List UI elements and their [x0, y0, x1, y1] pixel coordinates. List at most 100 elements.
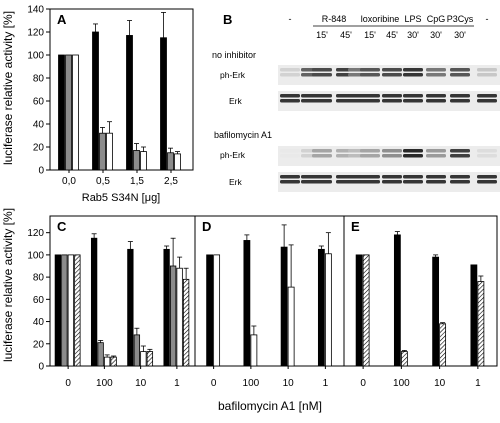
lane-group-label: R-848 — [322, 14, 347, 24]
band-ph-erk-1 — [312, 73, 332, 77]
band-ph-erk-1 — [450, 73, 470, 77]
panel-c-bars — [54, 233, 190, 367]
condition-bafilomycin: bafilomycin A1 — [214, 130, 272, 140]
panel-c-xtick-label: 10 — [135, 378, 147, 389]
band-erk-1 — [280, 94, 300, 98]
lane-time-label: 15' — [316, 30, 328, 40]
band-erk-1 — [426, 94, 446, 98]
panel-e-bars — [355, 231, 485, 367]
panel-a-bar — [99, 132, 106, 171]
panel-d-letter: D — [202, 219, 211, 234]
panel-d-bars — [206, 224, 332, 367]
panel-e-bar — [439, 323, 447, 367]
panel-e-bar — [477, 281, 485, 367]
band-ph-erk-1 — [477, 68, 497, 72]
band-ph-erk-1 — [477, 73, 497, 77]
band-erk-2 — [477, 175, 497, 179]
band-erk-2 — [450, 180, 470, 184]
panel-e-letter: E — [351, 219, 360, 234]
panel-a-bar — [65, 54, 72, 171]
band-ph-erk-1 — [382, 68, 402, 72]
band-erk-1 — [477, 94, 497, 98]
panel-c-xtick-label: 100 — [96, 378, 113, 389]
band-erk-2 — [360, 175, 380, 179]
panel-a-ytick-label: 60 — [33, 97, 45, 108]
band-erk-2 — [280, 175, 300, 179]
panel-a-bar — [72, 54, 79, 171]
lane-time-label: 15' — [364, 30, 376, 40]
band-ph-erk-1 — [426, 73, 446, 77]
band-erk-1 — [280, 99, 300, 103]
panel-e-bar — [470, 264, 478, 367]
panel-c-bar — [103, 356, 111, 367]
panel-a-ytick-label: 20 — [33, 143, 45, 154]
panel-d-bar — [287, 286, 295, 367]
band-ph-erk-2 — [280, 149, 300, 153]
band-erk-2 — [426, 175, 446, 179]
panel-a-bar — [174, 153, 181, 171]
band-erk-1 — [426, 99, 446, 103]
band-ph-erk-2 — [360, 154, 380, 158]
panel-a-bar — [58, 54, 65, 171]
panels-cde: luciferase relative activity [%] C D E 0… — [1, 208, 498, 413]
band-ph-erk-1 — [312, 68, 332, 72]
panels-cde-ytick-label: 0 — [38, 362, 44, 373]
lane-group-label: P3Cys — [447, 14, 474, 24]
panel-c-bar — [74, 254, 81, 367]
band-erk-1 — [312, 94, 332, 98]
panel-c-bar — [163, 248, 170, 367]
band-ph-erk-2 — [477, 149, 497, 153]
band-erk-2 — [280, 180, 300, 184]
panel-a-y-ticks: 0 20 40 60 80 100 120 140 — [27, 5, 50, 177]
band-ph-erk-1 — [403, 73, 423, 77]
panel-d-xtick-label: 10 — [283, 378, 295, 389]
panel-d-xtick-label: 100 — [243, 378, 260, 389]
panel-c-bar — [133, 334, 141, 367]
panel-a-ytick-label: 100 — [27, 51, 44, 62]
panel-a-bar — [92, 31, 99, 171]
band-ph-erk-2 — [312, 154, 332, 158]
panel-d-bar — [280, 246, 288, 367]
band-ph-erk-2 — [403, 154, 423, 158]
panel-a-bar — [133, 150, 140, 171]
panel-a-ylabel: luciferase relative activity [%] — [1, 11, 15, 165]
band-ph-erk-1 — [382, 73, 402, 77]
panel-c-bar — [176, 267, 183, 367]
panel-c-bar — [90, 237, 98, 367]
band-erk-2 — [403, 175, 423, 179]
panel-d-xtick-label: 1 — [323, 378, 329, 389]
panel-e-bar — [400, 351, 408, 367]
lane-time-label: 45' — [340, 30, 352, 40]
panel-a-ytick-label: 120 — [27, 28, 44, 39]
panel-c-bar — [54, 254, 62, 367]
panels-cde-x-ticks: 0 100 10 1 0 100 10 1 0 100 10 1 — [65, 366, 481, 389]
lane-time-label: 30' — [430, 30, 442, 40]
band-ph-erk-2 — [477, 154, 497, 158]
band-ph-erk-2 — [280, 154, 300, 158]
band-erk-1 — [382, 99, 402, 103]
panel-c-bar — [182, 278, 190, 367]
panel-a-bar — [160, 37, 167, 171]
panel-c-bar — [67, 254, 75, 367]
panel-a-bar — [106, 132, 113, 171]
panel-e-xtick-label: 10 — [434, 378, 446, 389]
row-label-ph-erk-2: ph-Erk — [220, 150, 246, 160]
band-erk-1 — [403, 94, 423, 98]
panel-d-bar — [213, 254, 221, 367]
lane-time-label: 30' — [407, 30, 419, 40]
lane-time-label: 45' — [386, 30, 398, 40]
panel-a-bars — [58, 12, 181, 171]
band-ph-erk-2 — [382, 149, 402, 153]
blot-bands — [280, 68, 497, 184]
band-erk-1 — [477, 99, 497, 103]
panel-a-xtick-label: 1,5 — [130, 176, 144, 187]
panels-cde-frame — [49, 215, 498, 367]
panel-c-bar — [169, 265, 177, 367]
panels-cde-y-ticks: 0 20 40 60 80 100 120 — [27, 228, 50, 373]
panel-c-xtick-label: 1 — [174, 378, 180, 389]
band-erk-2 — [403, 180, 423, 184]
panel-a: luciferase relative activity [%] A 0 20 40… — [1, 5, 194, 204]
band-erk-2 — [477, 180, 497, 184]
panels-cde-ytick-label: 20 — [33, 339, 45, 350]
panel-a-ytick-label: 80 — [33, 74, 45, 85]
